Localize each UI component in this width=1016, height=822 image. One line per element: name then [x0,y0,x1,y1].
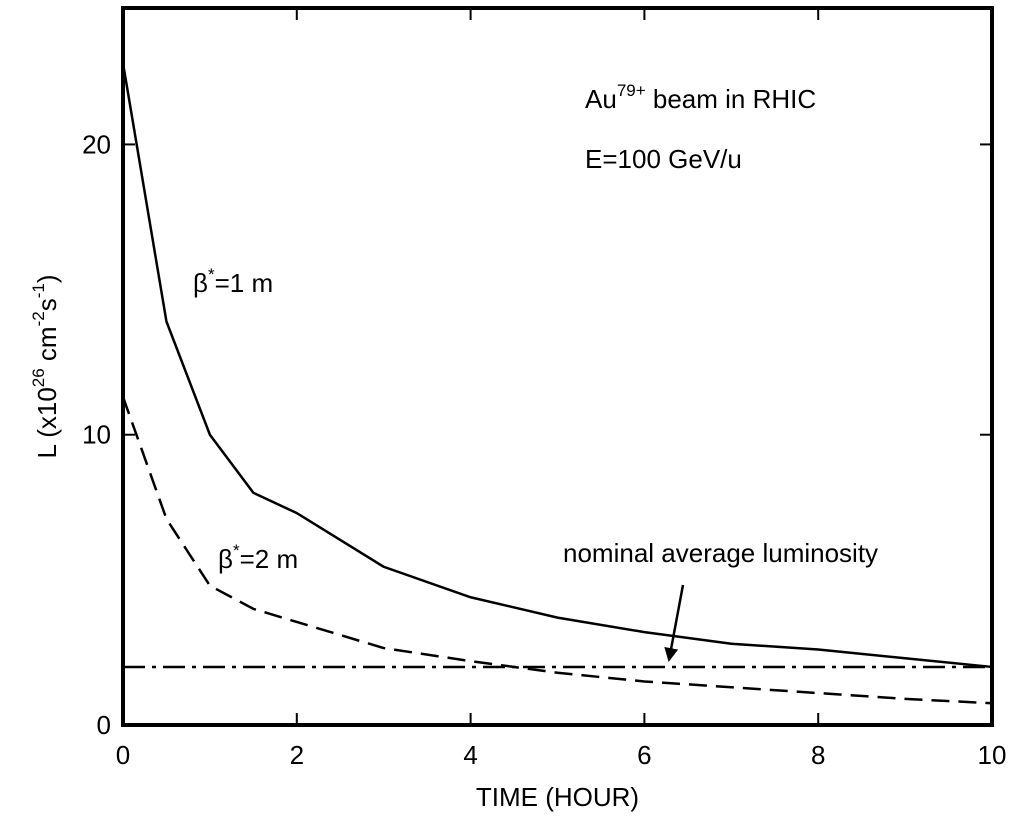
annotation-part: nominal average luminosity [563,538,878,568]
x-tick-label: 2 [290,740,304,770]
annotation-part: =2 m [240,544,299,574]
annotation-part: 79+ [617,81,646,100]
series-line [121,62,993,669]
annotation: β*=2 m [218,541,298,574]
annotation-part: β [193,268,208,298]
annotation-part: =1 m [215,268,274,298]
y-axis-label-part: -2 [29,311,48,326]
y-axis-label-part: -1 [29,283,48,298]
x-tick-label: 8 [811,740,825,770]
annotation: nominal average luminosity [563,538,878,568]
y-tick-label: 20 [82,129,111,159]
annotation-part: * [233,541,240,560]
annotation-part: E=100 GeV/u [585,144,742,174]
annotation-part: β [218,544,233,574]
y-axis-label-part: cm [32,326,62,368]
x-tick-label: 10 [978,740,1007,770]
annotation: β*=1 m [193,265,273,298]
x-axis-label: TIME (HOUR) [476,782,639,812]
annotation: Au79+ beam in RHIC [585,81,816,114]
x-tick-label: 4 [463,740,477,770]
annotation-part: beam in RHIC [646,84,817,114]
annotation-part: * [208,265,215,284]
annotation: E=100 GeV/u [585,144,742,174]
y-tick-label: 0 [97,710,111,740]
plot-frame [121,6,994,727]
y-tick-label: 10 [82,420,111,450]
x-tick-label: 0 [116,740,130,770]
y-axis-label-part: ) [32,274,62,283]
y-axis-label-part: 26 [29,368,48,387]
y-axis-label-part: L (x10 [32,387,62,458]
arrow [664,584,685,662]
y-axis-label-part: s [32,298,62,311]
y-axis-label: L (x1026 cm-2s-1) [29,274,62,458]
annotation-part: Au [585,84,617,114]
x-tick-label: 6 [637,740,651,770]
